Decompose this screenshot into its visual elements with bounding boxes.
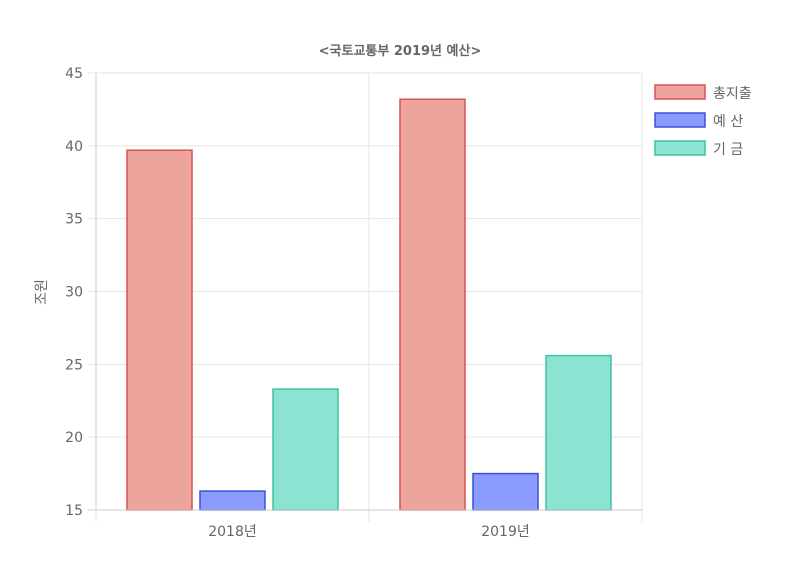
y-tick-label: 20 [65,430,83,446]
chart-title: <국토교통부 2019년 예산> [319,43,482,59]
bar[interactable] [126,149,193,511]
legend-swatch[interactable] [654,112,706,128]
bar[interactable] [272,388,339,511]
y-tick-label: 40 [65,139,83,155]
bar[interactable] [472,472,539,511]
axes-layer: 15 20 25 30 35 40 45 2018년 2019년 [65,66,642,540]
legend-label[interactable]: 총지출 [713,86,752,102]
y-axis-title: 조원 [34,279,50,305]
bar[interactable] [199,490,266,511]
bar[interactable] [545,354,612,511]
legend-label[interactable]: 기 금 [713,142,743,158]
y-tick-label: 45 [65,66,83,82]
legend-swatch[interactable] [654,84,706,100]
bars-layer [126,98,612,511]
y-tick-label: 15 [65,503,83,519]
y-tick-label: 25 [65,357,83,373]
bar[interactable] [399,98,466,511]
y-tick-label: 30 [65,285,83,301]
legend-label[interactable]: 예 산 [713,114,743,130]
legend-swatch[interactable] [654,140,706,156]
x-tick-label: 2019년 [481,524,530,540]
y-tick-label: 35 [65,212,83,228]
x-tick-label: 2018년 [208,524,257,540]
